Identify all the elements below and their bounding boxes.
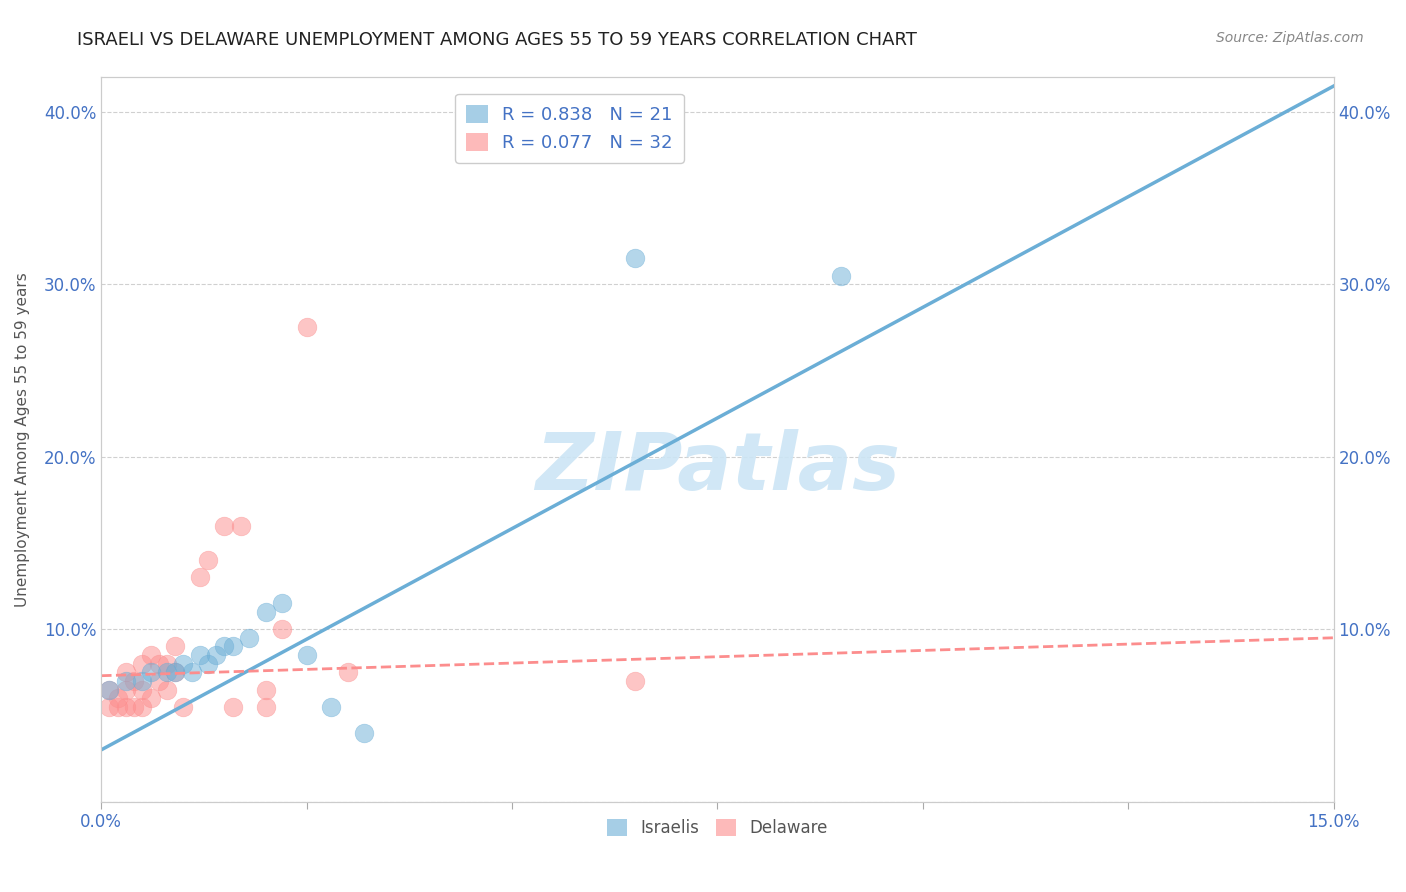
Point <box>131 657 153 671</box>
Point <box>205 648 228 662</box>
Point <box>139 691 162 706</box>
Point <box>624 673 647 688</box>
Point <box>830 268 852 283</box>
Point <box>188 648 211 662</box>
Point <box>115 673 138 688</box>
Point <box>254 605 277 619</box>
Point <box>336 665 359 680</box>
Point <box>107 691 129 706</box>
Point <box>214 518 236 533</box>
Point <box>353 725 375 739</box>
Point <box>254 699 277 714</box>
Point <box>229 518 252 533</box>
Point <box>131 682 153 697</box>
Text: ZIPatlas: ZIPatlas <box>534 429 900 508</box>
Point <box>131 673 153 688</box>
Point <box>131 699 153 714</box>
Point <box>295 320 318 334</box>
Y-axis label: Unemployment Among Ages 55 to 59 years: Unemployment Among Ages 55 to 59 years <box>15 272 30 607</box>
Point <box>271 596 294 610</box>
Point <box>238 631 260 645</box>
Point <box>321 699 343 714</box>
Point <box>122 699 145 714</box>
Point <box>148 657 170 671</box>
Point <box>222 640 245 654</box>
Point <box>98 699 121 714</box>
Point <box>115 699 138 714</box>
Point <box>98 682 121 697</box>
Point <box>188 570 211 584</box>
Point <box>165 665 187 680</box>
Point <box>254 682 277 697</box>
Point <box>115 682 138 697</box>
Legend: Israelis, Delaware: Israelis, Delaware <box>600 813 834 844</box>
Point <box>271 622 294 636</box>
Point <box>624 252 647 266</box>
Text: Source: ZipAtlas.com: Source: ZipAtlas.com <box>1216 31 1364 45</box>
Point <box>115 665 138 680</box>
Point <box>139 665 162 680</box>
Point <box>197 553 219 567</box>
Text: ISRAELI VS DELAWARE UNEMPLOYMENT AMONG AGES 55 TO 59 YEARS CORRELATION CHART: ISRAELI VS DELAWARE UNEMPLOYMENT AMONG A… <box>77 31 917 49</box>
Point <box>156 665 179 680</box>
Point <box>180 665 202 680</box>
Point <box>172 699 194 714</box>
Point <box>295 648 318 662</box>
Point <box>98 682 121 697</box>
Point <box>107 699 129 714</box>
Point <box>156 657 179 671</box>
Point <box>214 640 236 654</box>
Point <box>172 657 194 671</box>
Point <box>165 665 187 680</box>
Point <box>222 699 245 714</box>
Point <box>165 640 187 654</box>
Point <box>122 673 145 688</box>
Point <box>197 657 219 671</box>
Point <box>139 648 162 662</box>
Point <box>148 673 170 688</box>
Point <box>156 682 179 697</box>
